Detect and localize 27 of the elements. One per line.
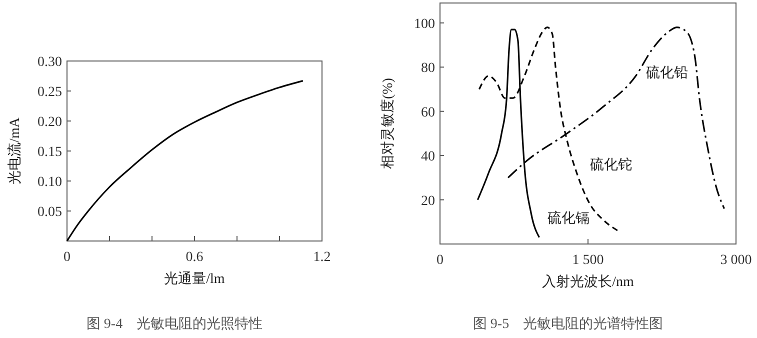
y-tick-label: 60 xyxy=(421,105,435,120)
x-tick-label: 1.2 xyxy=(313,250,331,265)
y-tick-label: 40 xyxy=(421,150,435,165)
y-axis-title: 光电流/mA xyxy=(7,116,23,184)
series-label: 硫化铊 xyxy=(590,157,632,174)
series-label: 硫化镉 xyxy=(547,210,590,226)
y-tick-label: 0.30 xyxy=(38,55,62,70)
series-label: 硫化铅 xyxy=(646,64,688,81)
text: 图 9-4 光敏电阻的光照特性 xyxy=(86,316,263,332)
x-tick-label: 0 xyxy=(436,253,444,268)
y-tick-label: 0.15 xyxy=(38,145,62,160)
x-tick-label: 1 500 xyxy=(572,253,604,268)
y-axis-title: 相对灵敏度(%) xyxy=(380,78,396,169)
line-series xyxy=(66,80,304,242)
y-tick-label: 0.05 xyxy=(38,205,62,220)
x-tick-label: 0 xyxy=(64,250,70,265)
y-tick-label: 0.10 xyxy=(38,175,62,190)
x-tick-label: 3 000 xyxy=(720,253,752,268)
x-tick-label: 0.6 xyxy=(186,250,204,265)
y-tick-label: 100 xyxy=(414,16,435,32)
x-axis-title: 入射光波长/nm xyxy=(542,274,634,290)
x-axis-title: 光通量/lm xyxy=(164,271,225,287)
y-tick-label: 20 xyxy=(421,194,435,209)
y-tick-label: 0.20 xyxy=(38,115,62,130)
y-tick-label: 80 xyxy=(421,61,435,76)
y-tick-label: 0.25 xyxy=(38,85,62,100)
text: 图 9-5 光敏电阻的光谱特性图 xyxy=(472,316,664,332)
